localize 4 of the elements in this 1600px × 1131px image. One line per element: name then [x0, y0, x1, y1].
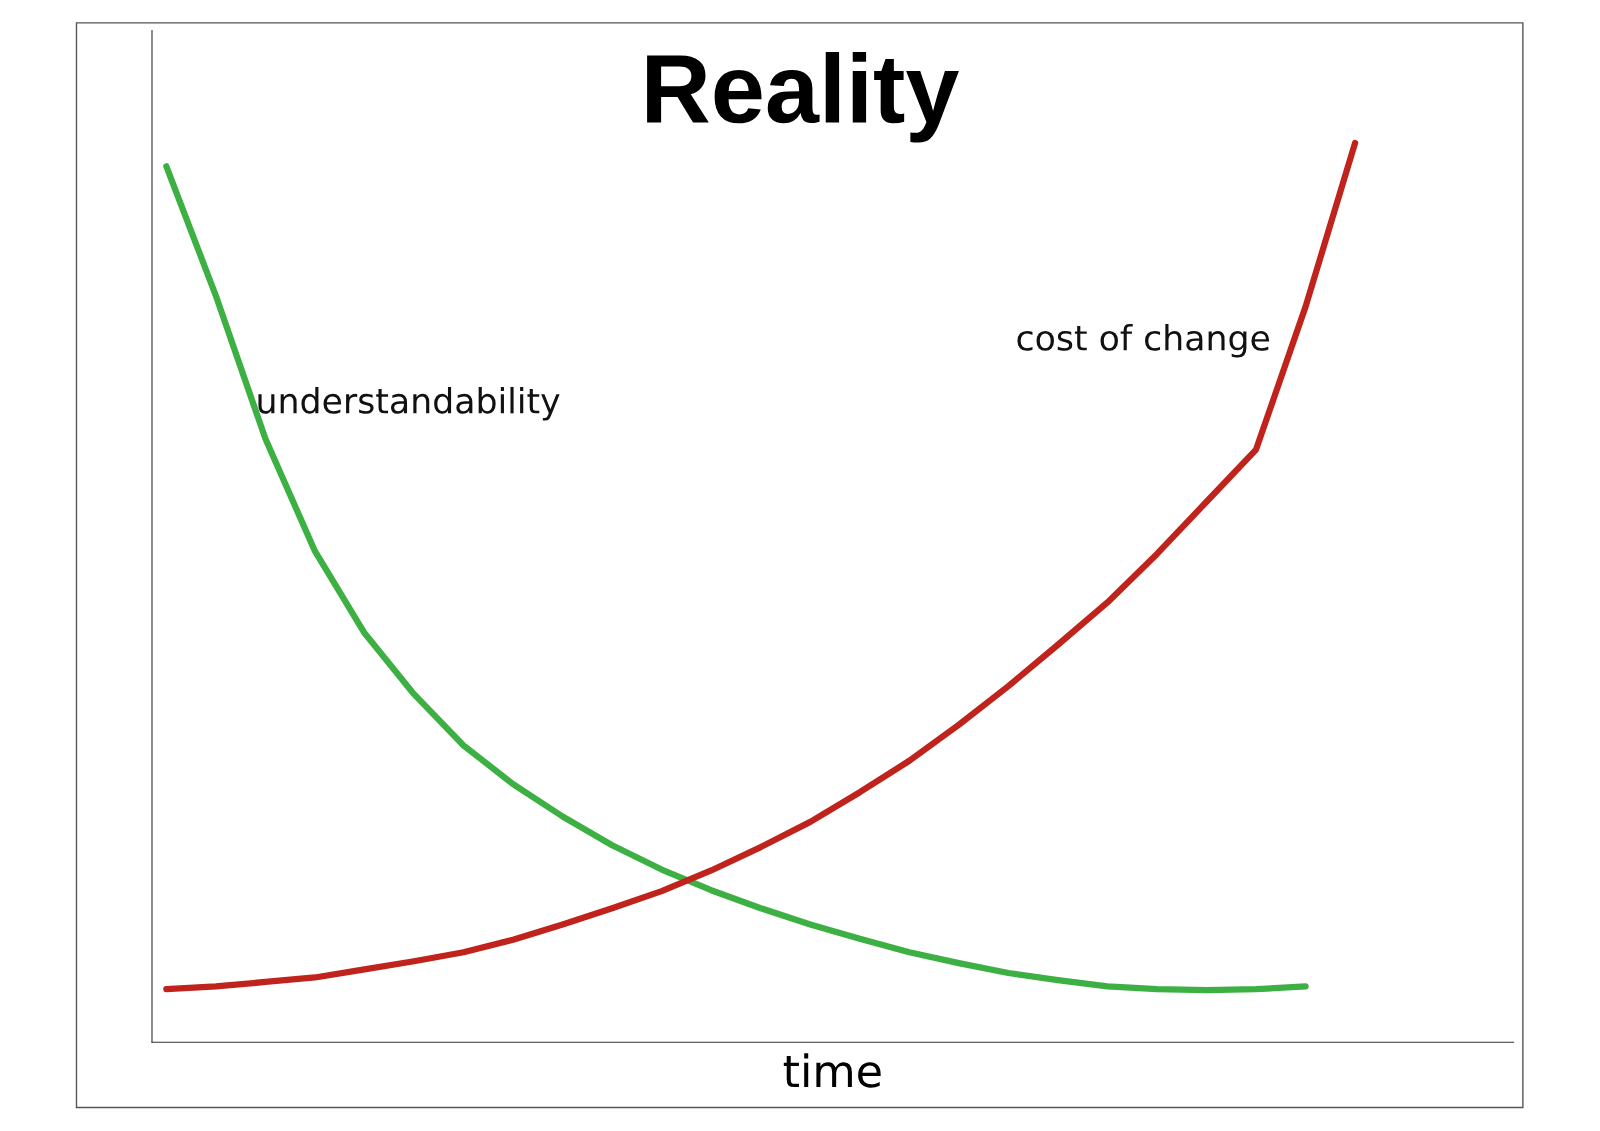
chart-title: Reality: [647, 51, 959, 143]
series-label: cost of change: [1017, 323, 1270, 358]
x-axis-title: time: [783, 1053, 881, 1088]
series-label: understandability: [258, 386, 560, 421]
